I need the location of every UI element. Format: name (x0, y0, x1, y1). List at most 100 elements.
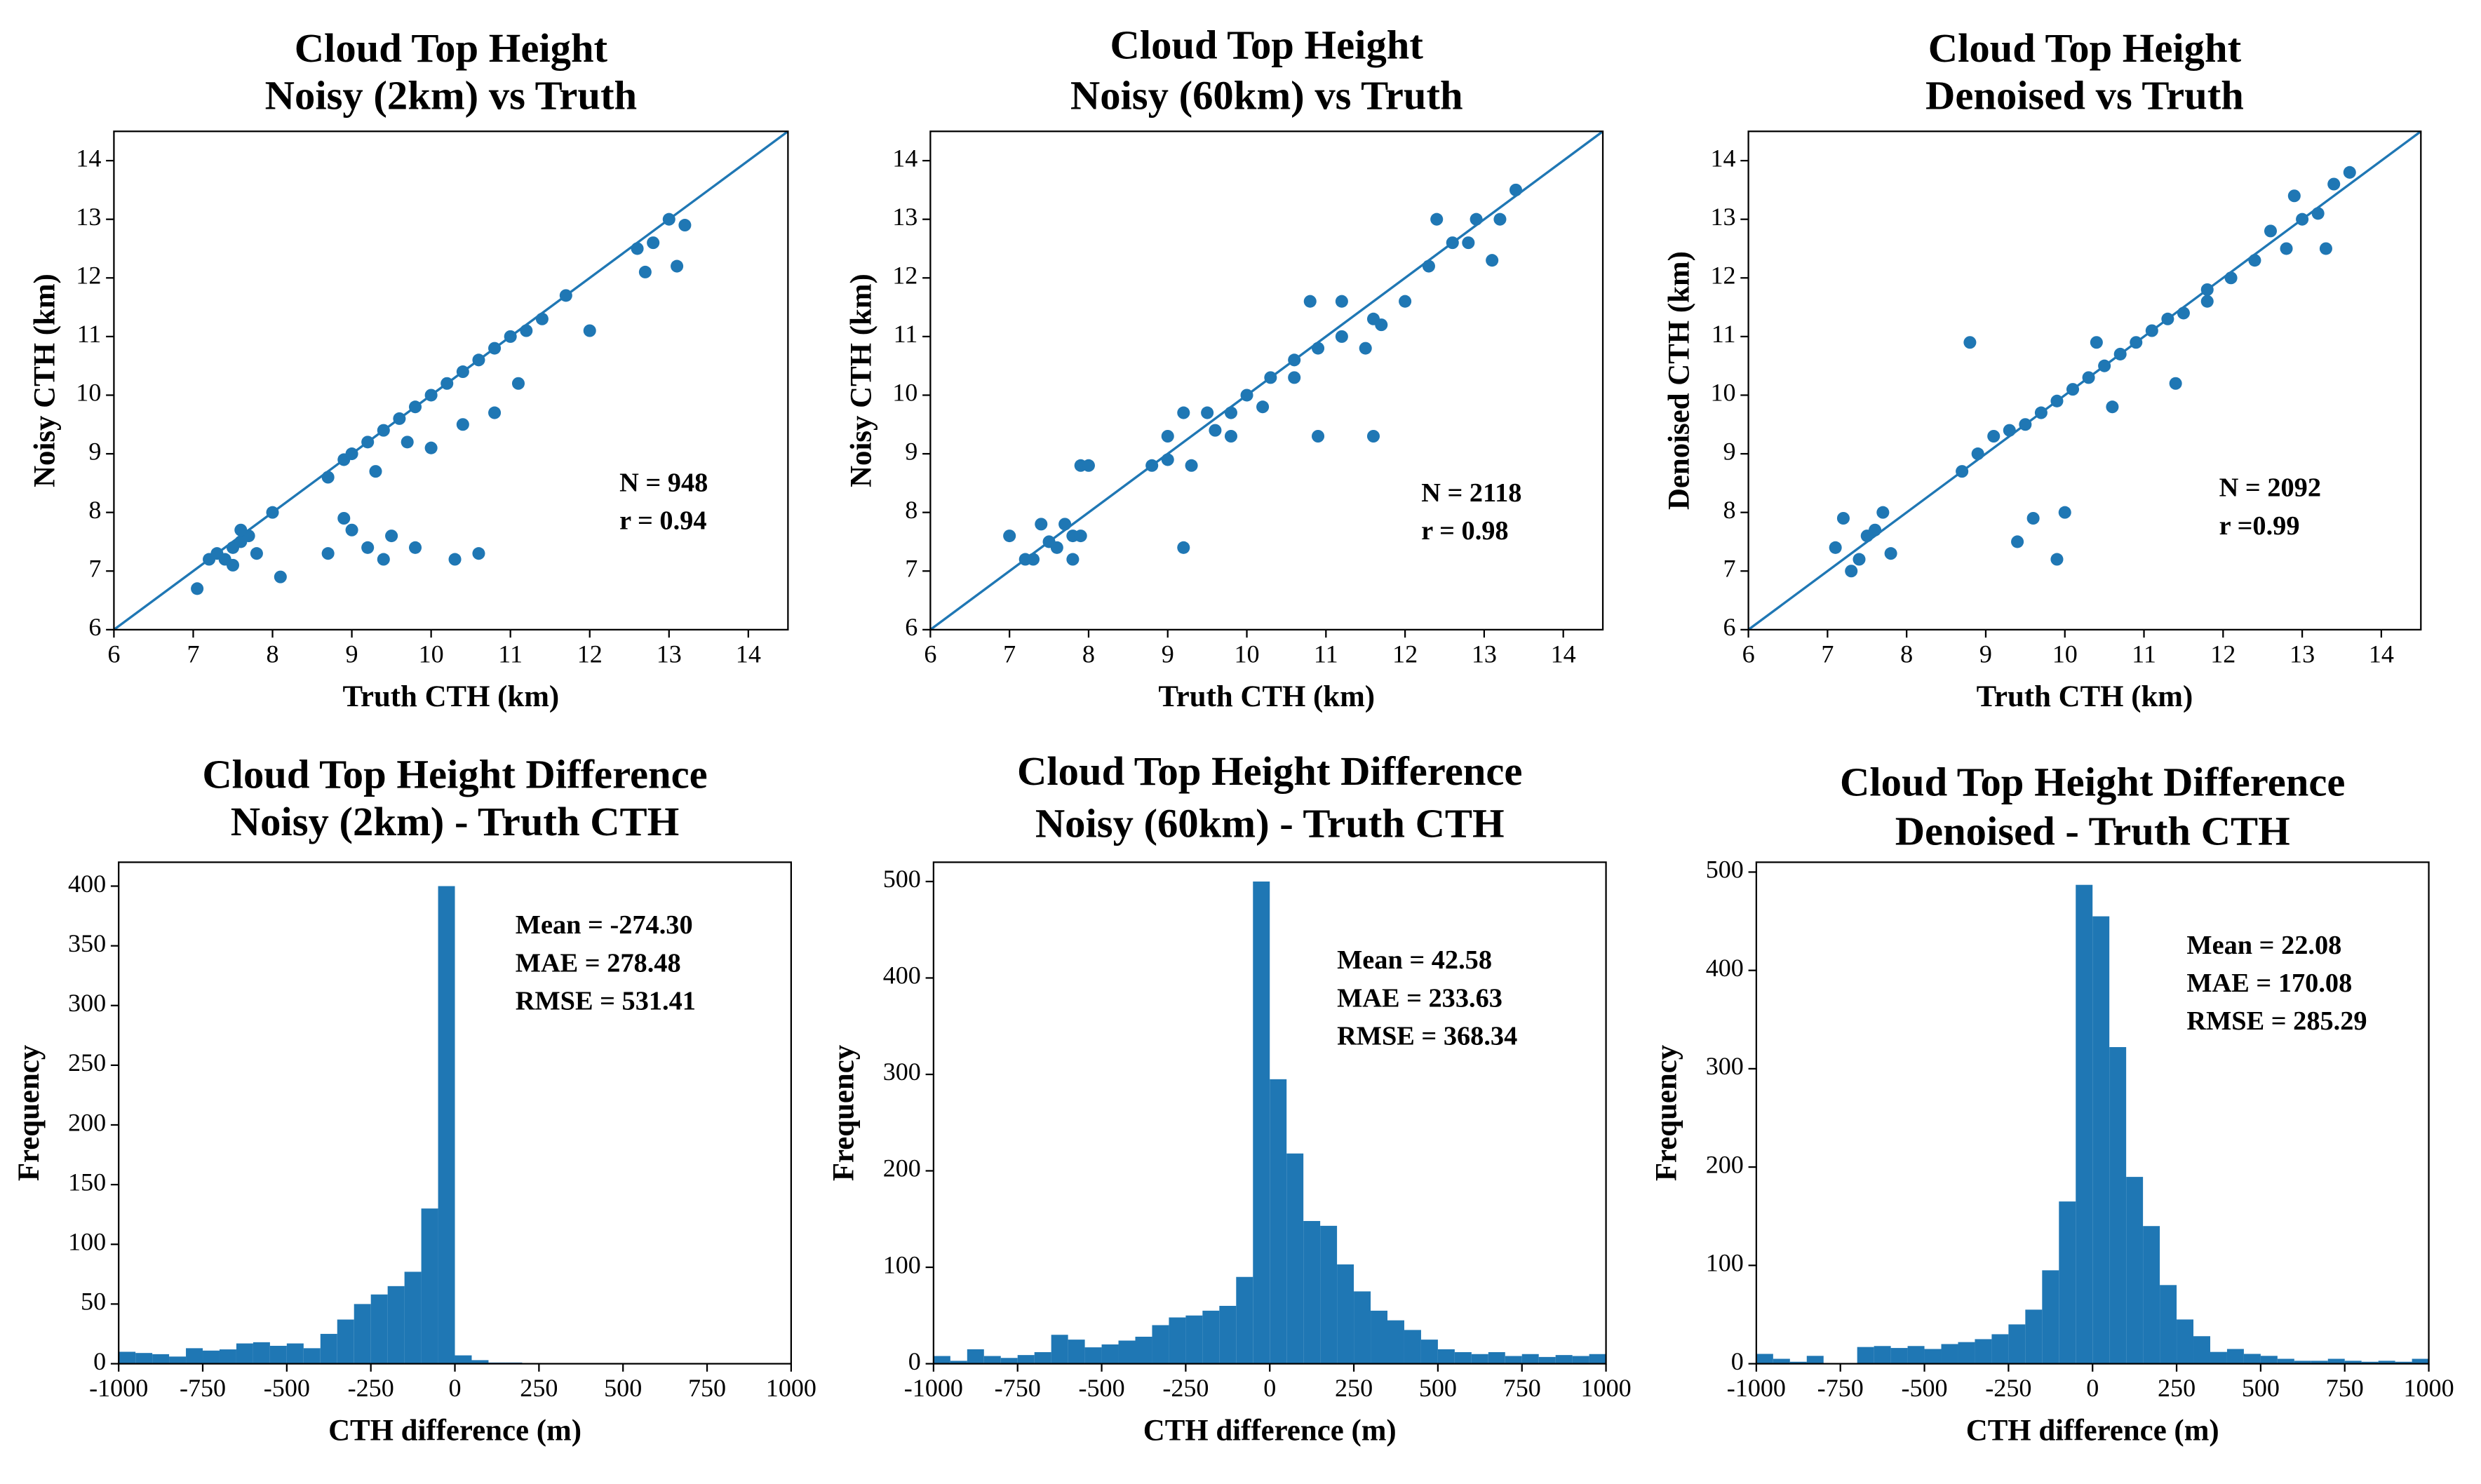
y-tick-label: 10 (76, 379, 101, 407)
x-tick-label: 12 (2210, 640, 2235, 668)
y-axis-label: Frequency (1650, 1045, 1683, 1181)
point (488, 342, 502, 355)
point (2296, 213, 2309, 226)
bar (1991, 1334, 2009, 1364)
annotation: MAE = 233.63 (1337, 983, 1502, 1013)
bar (1185, 1315, 1203, 1364)
point (1829, 541, 1842, 554)
bar (2361, 1361, 2379, 1364)
point (1209, 424, 1222, 437)
x-tick-label: 11 (2132, 640, 2156, 668)
point (671, 259, 684, 273)
bar (1420, 1340, 1438, 1364)
x-tick-label: -1000 (89, 1374, 148, 1402)
bar (203, 1350, 220, 1364)
bar (1371, 1310, 1388, 1364)
point (2145, 324, 2158, 337)
y-tick-label: 0 (1731, 1347, 1744, 1375)
annotation: RMSE = 285.29 (2186, 1006, 2367, 1036)
bar (1253, 881, 1270, 1364)
y-tick-label: 13 (1710, 203, 1735, 231)
x-axis-label: CTH difference (m) (1143, 1415, 1397, 1448)
bar (2160, 1285, 2177, 1364)
bar (1051, 1335, 1068, 1364)
bar (2311, 1361, 2328, 1364)
x-tick-label: 0 (2086, 1374, 2099, 1402)
point (638, 265, 652, 278)
bar (2395, 1361, 2412, 1364)
bar (1337, 1264, 1354, 1364)
point (1074, 529, 1087, 543)
annotation: MAE = 278.48 (516, 948, 681, 978)
point (1264, 371, 1277, 384)
point (1359, 342, 1372, 355)
x-axis-label: CTH difference (m) (328, 1415, 581, 1448)
plot-area (119, 886, 523, 1364)
x-tick-label: 500 (604, 1374, 642, 1402)
point (1288, 371, 1301, 384)
bar (1404, 1330, 1421, 1364)
x-axis-label: Truth CTH (km) (343, 680, 560, 713)
bar (1941, 1344, 1958, 1364)
bar (1572, 1356, 1589, 1364)
bar (1152, 1325, 1169, 1364)
bar (967, 1349, 984, 1364)
x-tick-label: 500 (2242, 1374, 2280, 1402)
bar (253, 1342, 270, 1364)
point (1853, 553, 1866, 566)
y-tick-label: 100 (883, 1250, 921, 1279)
point (1026, 553, 1040, 566)
point (2050, 394, 2064, 407)
bar (2243, 1354, 2261, 1364)
y-tick-label: 7 (1723, 555, 1735, 583)
chart-title: Cloud Top Height Difference (202, 751, 707, 797)
point (2200, 295, 2214, 308)
point (321, 547, 335, 560)
x-tick-label: 250 (2158, 1374, 2196, 1402)
point (2161, 312, 2174, 325)
bar (471, 1360, 489, 1364)
bar (2008, 1324, 2026, 1364)
point (1963, 336, 1977, 349)
x-tick-label: 0 (449, 1374, 462, 1402)
x-tick-label: 9 (1162, 640, 1174, 668)
point (1224, 406, 1237, 419)
y-tick-label: 14 (1710, 144, 1735, 172)
chart-title: Noisy (60km) vs Truth (1070, 73, 1463, 119)
point (1082, 459, 1095, 472)
point (369, 465, 382, 478)
annotation: r =0.99 (2219, 511, 2300, 541)
point (1470, 213, 1483, 226)
point (1161, 453, 1174, 466)
x-tick-label: 10 (2052, 640, 2078, 668)
point (1860, 529, 1874, 543)
bar (2327, 1358, 2345, 1364)
chart-title: Noisy (2km) - Truth CTH (231, 799, 680, 844)
x-tick-label: 1000 (2403, 1374, 2454, 1402)
point (1335, 330, 1348, 343)
x-axis-label: Truth CTH (km) (1158, 680, 1375, 713)
y-axis-label: Frequency (13, 1045, 46, 1181)
y-tick-label: 250 (68, 1048, 106, 1077)
point (1493, 213, 1507, 226)
y-tick-label: 14 (76, 144, 101, 172)
point (1066, 553, 1080, 566)
y-axis-label: Noisy CTH (km) (845, 274, 878, 487)
point (1422, 259, 1435, 273)
bar (1806, 1356, 1824, 1364)
point (266, 506, 279, 519)
axes-frame (1747, 130, 2422, 630)
x-tick-label: 7 (1821, 640, 1834, 668)
point (377, 553, 390, 566)
bar (1437, 1349, 1455, 1364)
bar (1789, 1361, 1807, 1364)
y-tick-label: 200 (68, 1108, 106, 1136)
point (1884, 547, 1897, 560)
bar (1890, 1348, 1908, 1364)
x-tick-label: 6 (107, 640, 120, 668)
bar (2226, 1349, 2244, 1364)
bar (1975, 1339, 1992, 1364)
point (345, 523, 358, 537)
x-tick-label: 9 (1979, 640, 1992, 668)
